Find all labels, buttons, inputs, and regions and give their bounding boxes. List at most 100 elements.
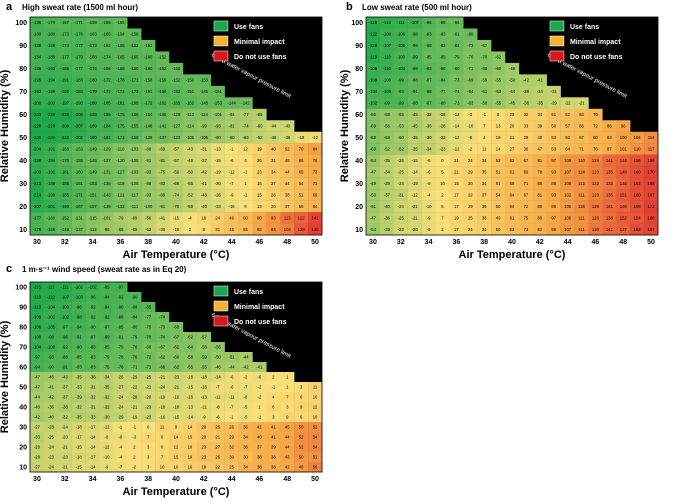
cell-value: 66 (524, 169, 529, 174)
heatmap-cell (71, 382, 86, 393)
cell-value: -181 (116, 101, 125, 106)
heatmap-cell (449, 62, 464, 75)
cell-value: -177 (33, 215, 42, 220)
cell-value: -220 (33, 135, 42, 140)
cell-value: 49 (496, 215, 501, 220)
cell-value: -21 (412, 215, 419, 220)
cell-value: 12 (313, 405, 318, 410)
heatmap-cell (505, 97, 520, 109)
heatmap-cell (366, 51, 381, 64)
cell-value: 52 (299, 445, 304, 450)
heatmap-cell (127, 166, 142, 178)
cell-value: -93 (215, 124, 222, 129)
heatmap-cell (294, 382, 309, 393)
heatmap-cell (57, 143, 72, 155)
heatmap-cell (266, 452, 281, 463)
cell-value: 147 (620, 227, 628, 232)
cell-value: -8 (216, 405, 220, 410)
cell-value: 81 (537, 158, 542, 163)
cell-value: 20 (271, 204, 276, 209)
heatmap-cell (532, 74, 547, 87)
heatmap-cell (182, 85, 198, 98)
cell-value: -154 (144, 112, 153, 117)
y-tick-label: 40 (19, 158, 27, 165)
cell-value: 21 (215, 435, 220, 440)
cell-value: -94 (103, 295, 110, 300)
heatmap-cell (57, 432, 72, 443)
heatmap-cell (560, 120, 575, 132)
heatmap-cell (113, 342, 128, 353)
cell-value: -149 (88, 169, 97, 174)
heatmap-cell (85, 85, 100, 98)
heatmap-cell (463, 200, 478, 213)
cell-value: -45 (412, 124, 419, 129)
heatmap-cell (407, 143, 422, 155)
heatmap-cell (43, 322, 59, 333)
heatmap-cell (532, 108, 547, 121)
heatmap-cell (238, 189, 253, 201)
heatmap-cell (435, 166, 450, 178)
cell-value: 45 (229, 227, 234, 232)
heatmap-cell (99, 452, 114, 463)
heatmap-cell (57, 120, 72, 132)
cell-value: -14 (90, 445, 97, 450)
cell-value: -145 (88, 158, 97, 163)
heatmap-cell (85, 392, 100, 403)
heatmap-cell (210, 422, 225, 433)
heatmap-cell (57, 422, 72, 433)
cell-value: -87 (90, 335, 97, 340)
x-tick-label: 34 (89, 239, 97, 246)
cell-value: -46 (270, 135, 277, 140)
cell-value: 111 (578, 192, 585, 197)
cell-value: -122 (172, 135, 181, 140)
heatmap-cell (574, 97, 589, 109)
y-tick-label: 10 (19, 465, 27, 472)
heatmap-cell (85, 39, 100, 52)
cell-value: -26 (398, 158, 405, 163)
cell-value: -110 (116, 146, 125, 151)
cell-value: -12 (103, 445, 110, 450)
x-tick-label: 46 (592, 239, 600, 246)
heatmap-cell (30, 382, 45, 393)
x-tick-label: 36 (116, 239, 124, 246)
heatmap-cell (407, 131, 422, 144)
cell-value: -24 (62, 425, 69, 430)
heatmap-cell (43, 177, 59, 190)
heatmap-cell (532, 189, 547, 201)
cell-value: -129 (172, 112, 181, 117)
heatmap-cell (491, 154, 506, 167)
heatmap-cell (238, 362, 253, 373)
cell-value: -151 (186, 89, 195, 94)
heatmap-cell (30, 452, 45, 463)
heatmap-cell (57, 39, 72, 52)
heatmap-cell (127, 352, 142, 363)
heatmap-cell (393, 51, 408, 64)
cell-value: -9 (202, 415, 206, 420)
x-tick-label: 30 (33, 476, 41, 483)
cell-value: -96 (412, 43, 419, 48)
heatmap-cell (71, 143, 86, 155)
cell-value: 146 (620, 181, 628, 186)
heatmap-cell (30, 166, 45, 178)
cell-value: -6 (427, 158, 431, 163)
cell-value: -122 (369, 32, 378, 37)
cell-value: -6 (230, 158, 234, 163)
heatmap-cell (85, 442, 100, 453)
heatmap-cell (85, 108, 100, 121)
heatmap-cell (407, 223, 422, 236)
cell-value: -73 (467, 43, 474, 48)
heatmap-cell (85, 166, 100, 178)
cell-value: -167 (74, 204, 83, 209)
heatmap-cell (196, 143, 211, 155)
heatmap-cell (196, 74, 211, 87)
cell-value: -55 (495, 78, 502, 83)
heatmap-cell (560, 143, 575, 155)
heatmap-cell (421, 200, 436, 213)
cell-value: -23 (439, 135, 446, 140)
heatmap-cell (238, 452, 253, 463)
x-tick-label: 38 (144, 239, 152, 246)
cell-value: -78 (145, 335, 152, 340)
heatmap-cell (169, 154, 184, 167)
cell-value: 50 (551, 124, 556, 129)
heatmap-cell (30, 432, 45, 443)
